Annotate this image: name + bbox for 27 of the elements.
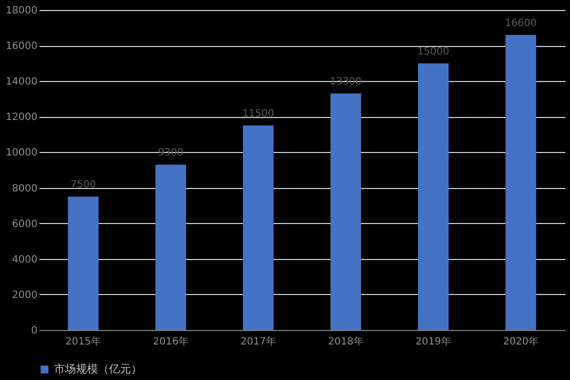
data-label: 16600 [504,18,537,29]
y-tick-label: 6000 [12,218,38,230]
bar [330,94,362,330]
legend-label: 市场规模（亿元） [54,362,142,376]
bar [505,34,536,330]
data-label: 11500 [242,108,274,120]
x-tick-label: 2017年 [240,336,276,348]
x-tick-label: 2016年 [152,336,188,348]
x-tick-label: 2018年 [328,336,364,348]
y-tick-label: 0 [31,326,38,336]
y-tick-label: 12000 [6,112,38,124]
y-tick-label: 14000 [6,76,38,88]
x-tick-label: 2019年 [416,336,452,348]
x-tick-label: 2020年 [503,336,539,348]
y-tick-label: 10000 [6,148,38,159]
data-label: 15000 [417,46,450,58]
y-tick-label: 4000 [12,254,38,266]
y-tick-label: 16000 [6,41,38,52]
bar [242,126,274,330]
bar [155,164,186,330]
bar [418,63,449,330]
y-tick-label: 8000 [12,183,38,194]
bar [68,196,99,330]
data-label: 7500 [70,180,96,191]
x-tick-label: 2015年 [65,336,101,348]
y-tick-label: 2000 [12,290,38,301]
y-tick-label: 18000 [6,6,38,16]
